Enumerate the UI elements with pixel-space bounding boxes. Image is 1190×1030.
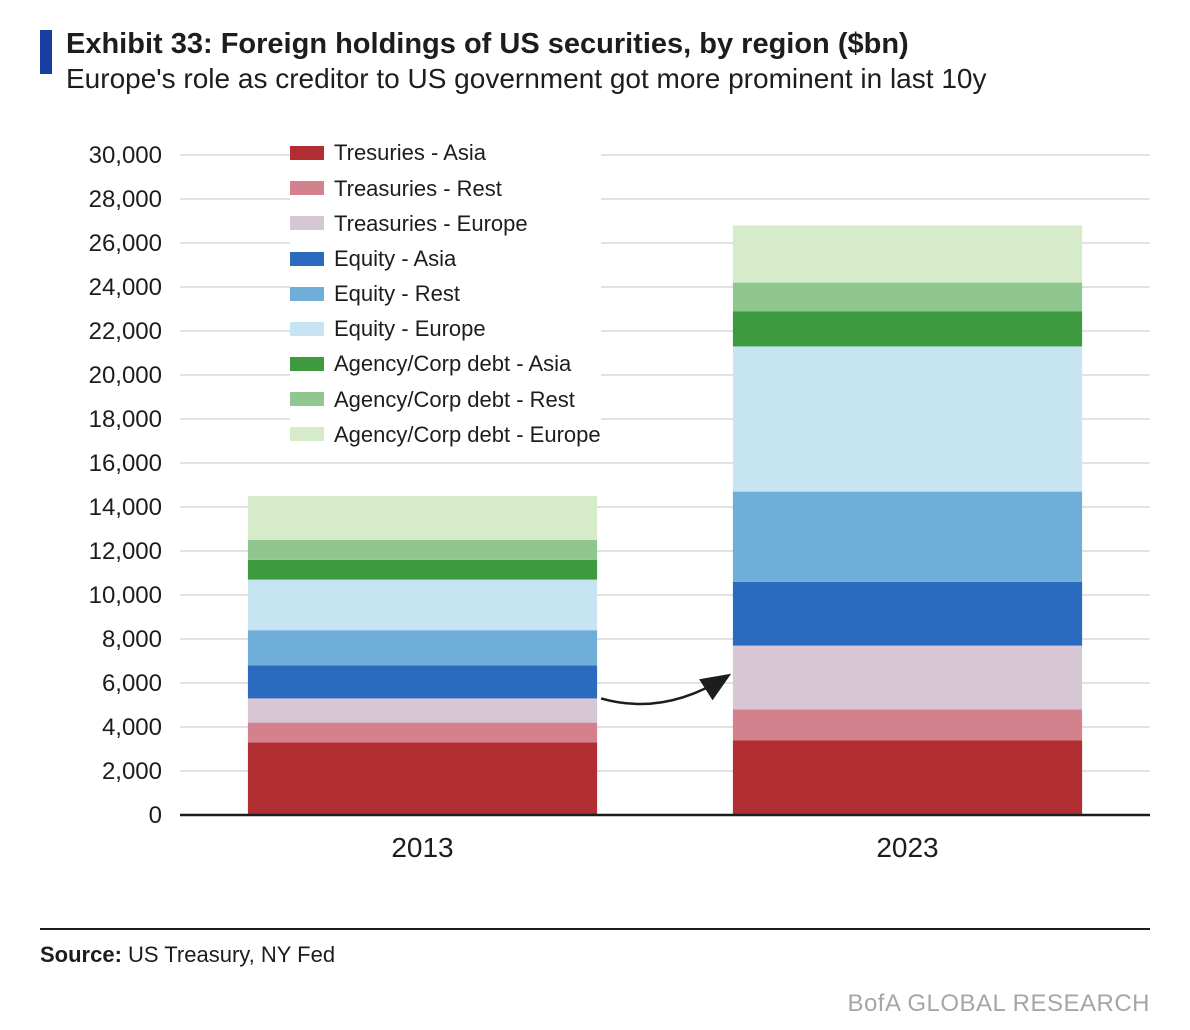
chart-title: Exhibit 33: Foreign holdings of US secur… xyxy=(66,28,1150,61)
chart-subtitle: Europe's role as creditor to US governme… xyxy=(66,63,1150,95)
y-tick-label: 0 xyxy=(149,802,162,829)
accent-bar xyxy=(40,30,52,74)
y-tick-label: 18,000 xyxy=(89,406,162,433)
bar-segment xyxy=(248,699,597,723)
bar-segment xyxy=(733,347,1082,492)
bar-segment xyxy=(248,580,597,631)
titles: Exhibit 33: Foreign holdings of US secur… xyxy=(66,28,1150,95)
bar-segment xyxy=(733,710,1082,741)
bar-segment xyxy=(248,560,597,580)
y-tick-label: 14,000 xyxy=(89,494,162,521)
legend-swatch xyxy=(290,287,324,301)
bar-segment xyxy=(733,582,1082,646)
y-tick-label: 2,000 xyxy=(102,758,162,785)
y-tick-label: 12,000 xyxy=(89,538,162,565)
bar-segment xyxy=(733,226,1082,283)
legend-label: Agency/Corp debt - Asia xyxy=(334,346,571,381)
bar-segment xyxy=(733,492,1082,582)
bar-segment xyxy=(733,741,1082,816)
y-tick-label: 22,000 xyxy=(89,318,162,345)
legend-item: Equity - Asia xyxy=(290,241,601,276)
legend-item: Equity - Europe xyxy=(290,311,601,346)
chart-area: 0 2,000 4,000 6,000 8,000 10,000 12,000 14,000 1… xyxy=(60,135,1160,885)
y-tick-label: 20,000 xyxy=(89,362,162,389)
x-tick-label: 2013 xyxy=(391,832,453,863)
brand-text: BofA GLOBAL RESEARCH xyxy=(847,990,1150,1018)
legend-item: Agency/Corp debt - Rest xyxy=(290,382,601,417)
y-tick-label: 30,000 xyxy=(89,142,162,169)
legend-swatch xyxy=(290,357,324,371)
legend: Tresuries - AsiaTreasuries - RestTreasur… xyxy=(290,135,601,452)
y-tick-label: 6,000 xyxy=(102,670,162,697)
y-tick-label: 16,000 xyxy=(89,450,162,477)
footer-rule xyxy=(40,928,1150,930)
source-label: Source: xyxy=(40,942,122,967)
y-tick-label: 4,000 xyxy=(102,714,162,741)
arrow-annotation xyxy=(601,677,727,705)
legend-label: Treasuries - Rest xyxy=(334,171,502,206)
y-tick-label: 28,000 xyxy=(89,186,162,213)
legend-swatch xyxy=(290,252,324,266)
legend-label: Agency/Corp debt - Rest xyxy=(334,382,575,417)
bar-segment xyxy=(248,666,597,699)
legend-swatch xyxy=(290,181,324,195)
legend-label: Treasuries - Europe xyxy=(334,206,528,241)
stacked-bar-chart: 0 2,000 4,000 6,000 8,000 10,000 12,000 14,000 1… xyxy=(60,135,1160,885)
bar-segment xyxy=(733,312,1082,347)
legend-item: Agency/Corp debt - Europe xyxy=(290,417,601,452)
y-tick-label: 26,000 xyxy=(89,230,162,257)
legend-label: Equity - Asia xyxy=(334,241,456,276)
legend-label: Equity - Europe xyxy=(334,311,486,346)
legend-item: Treasuries - Europe xyxy=(290,206,601,241)
source-line: Source: US Treasury, NY Fed xyxy=(40,942,335,968)
bar-segment xyxy=(248,743,597,816)
y-tick-label: 8,000 xyxy=(102,626,162,653)
bar-segment xyxy=(248,540,597,560)
legend-item: Tresuries - Asia xyxy=(290,135,601,170)
legend-item: Treasuries - Rest xyxy=(290,171,601,206)
legend-swatch xyxy=(290,427,324,441)
bar-segment xyxy=(733,283,1082,312)
legend-label: Agency/Corp debt - Europe xyxy=(334,417,601,452)
legend-swatch xyxy=(290,392,324,406)
page: Exhibit 33: Foreign holdings of US secur… xyxy=(0,0,1190,1030)
legend-item: Equity - Rest xyxy=(290,276,601,311)
source-text: US Treasury, NY Fed xyxy=(122,942,335,967)
legend-label: Equity - Rest xyxy=(334,276,460,311)
bar-segment xyxy=(248,723,597,743)
y-tick-label: 24,000 xyxy=(89,274,162,301)
legend-label: Tresuries - Asia xyxy=(334,135,486,170)
x-tick-label: 2023 xyxy=(876,832,938,863)
y-tick-label: 10,000 xyxy=(89,582,162,609)
legend-swatch xyxy=(290,146,324,160)
bar-segment xyxy=(248,631,597,666)
legend-swatch xyxy=(290,322,324,336)
bar-segment xyxy=(733,646,1082,710)
bar-segment xyxy=(248,496,597,540)
header: Exhibit 33: Foreign holdings of US secur… xyxy=(40,28,1150,95)
legend-item: Agency/Corp debt - Asia xyxy=(290,346,601,381)
legend-swatch xyxy=(290,216,324,230)
